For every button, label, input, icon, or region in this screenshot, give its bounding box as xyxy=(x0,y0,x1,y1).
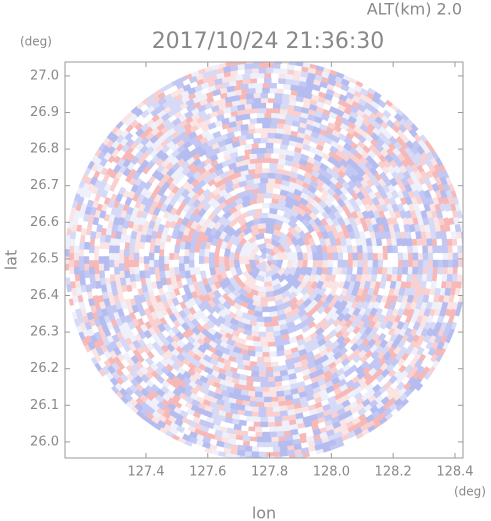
x-tick-label: 127.6 xyxy=(189,465,226,480)
y-tick-label: 26.5 xyxy=(30,251,59,266)
y-tick-label: 26.8 xyxy=(30,142,59,157)
y-tick-label: 26.4 xyxy=(30,288,59,303)
x-tick-label: 127.4 xyxy=(127,465,164,480)
x-unit: (deg) xyxy=(454,485,486,499)
y-tick-label: 27.0 xyxy=(30,68,59,83)
y-tick-label: 26.7 xyxy=(30,178,59,193)
x-tick-label: 128.2 xyxy=(375,465,412,480)
x-tick-label: 128.4 xyxy=(436,465,473,480)
y-unit: (deg) xyxy=(20,35,52,49)
y-tick-label: 26.0 xyxy=(30,434,59,449)
reflectivity-field xyxy=(65,62,463,458)
y-axis-label: lat xyxy=(2,250,21,271)
chart-title: 2017/10/24 21:36:30 xyxy=(152,29,385,54)
y-tick-label: 26.6 xyxy=(30,215,59,230)
y-tick-label: 26.1 xyxy=(30,398,59,413)
x-axis-label: lon xyxy=(252,504,276,521)
y-tick-label: 26.9 xyxy=(30,105,59,120)
y-tick-label: 26.2 xyxy=(30,361,59,376)
y-tick-label: 26.3 xyxy=(30,325,59,340)
echo-texture xyxy=(65,62,463,458)
x-tick-label: 127.8 xyxy=(251,465,288,480)
plot-frame xyxy=(64,61,464,459)
x-tick-label: 128.0 xyxy=(313,465,350,480)
altitude-label: ALT(km) 2.0 xyxy=(367,0,462,19)
